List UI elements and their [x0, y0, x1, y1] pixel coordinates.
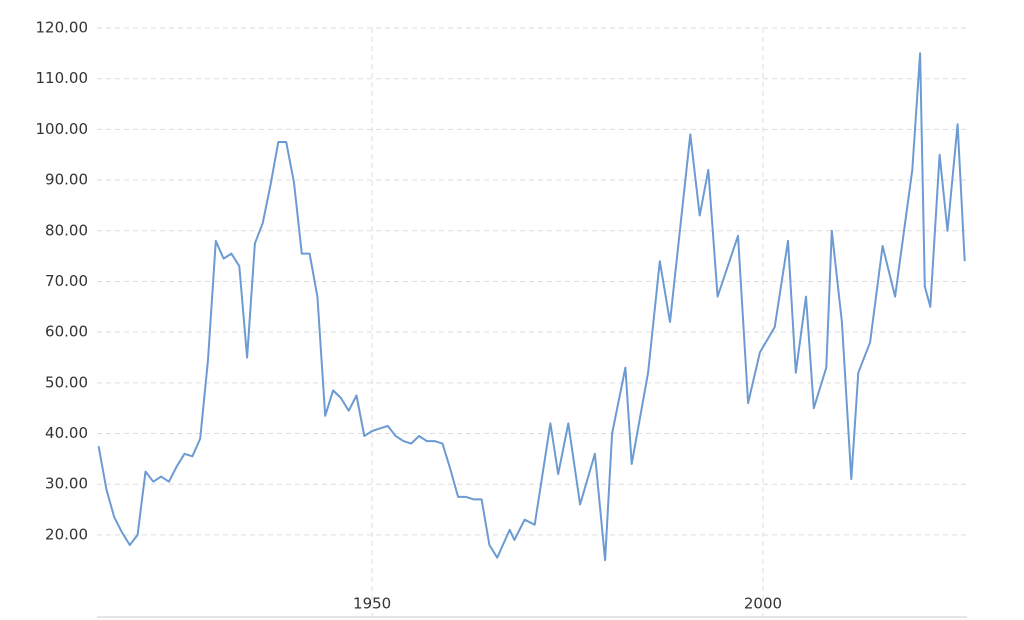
- y-tick-label: 60.00: [45, 323, 88, 341]
- y-tick-label: 70.00: [45, 272, 88, 290]
- data-line: [97, 52, 966, 562]
- x-tick-label: 2000: [744, 595, 782, 613]
- y-tick-label: 30.00: [45, 475, 88, 493]
- x-tick-label: 1950: [353, 595, 391, 613]
- y-tick-label: 50.00: [45, 373, 88, 391]
- y-tick-label: 80.00: [45, 221, 88, 239]
- y-tick-label: 110.00: [36, 69, 89, 87]
- y-tick-label: 40.00: [45, 424, 88, 442]
- y-tick-label: 20.00: [45, 525, 88, 543]
- y-tick-label: 90.00: [45, 171, 88, 189]
- y-tick-label: 100.00: [36, 120, 89, 138]
- y-tick-label: 120.00: [36, 19, 89, 37]
